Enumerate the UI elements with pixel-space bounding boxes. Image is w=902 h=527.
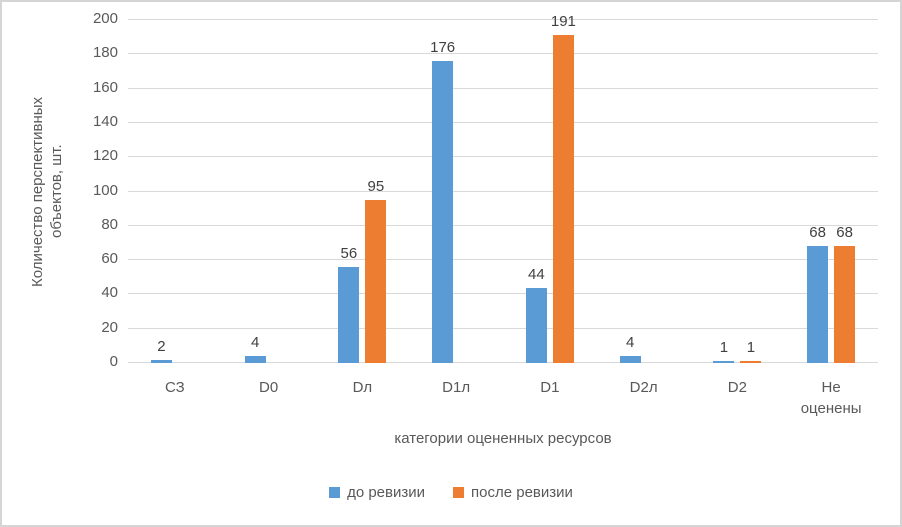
y-tick-label: 180 <box>92 44 118 62</box>
bar-value-label: 68 <box>809 224 826 242</box>
x-category-label: D2л <box>629 379 658 396</box>
legend: до ревизии после ревизии <box>2 484 900 501</box>
bar-after-revision <box>834 246 856 363</box>
bar-before-revision <box>150 359 172 363</box>
bar-before-revision <box>525 287 547 363</box>
gridline <box>128 259 878 261</box>
gridline <box>128 224 878 226</box>
bar-value-label: 1 <box>746 339 756 357</box>
y-tick-label: 140 <box>92 112 118 130</box>
legend-label-before-revision: до ревизии <box>347 484 426 501</box>
gridline <box>128 156 878 158</box>
bar-value-label: 191 <box>550 13 576 31</box>
bar-value-label: 4 <box>250 334 260 352</box>
x-category-label: Dл <box>352 379 373 396</box>
y-tick-label: 160 <box>92 78 118 96</box>
legend-label-after-revision: после ревизии <box>471 484 573 501</box>
gridline <box>128 293 878 295</box>
bar-value-label: 4 <box>625 334 635 352</box>
x-category-label: D0 <box>259 379 279 396</box>
gridline <box>128 87 878 89</box>
bar-before-revision <box>432 61 454 363</box>
gridline <box>128 362 878 363</box>
gridline <box>128 19 878 20</box>
x-category-label: Не оценены <box>800 379 862 417</box>
y-tick-label: 60 <box>101 250 118 268</box>
legend-item-after-revision: после ревизии <box>453 484 573 501</box>
gridline <box>128 121 878 123</box>
bar-value-label: 1 <box>719 339 729 357</box>
gridline <box>128 53 878 55</box>
y-tick-label: 20 <box>101 318 118 336</box>
bar-value-label: 2 <box>157 337 166 355</box>
y-axis-title: Количество перспективных объектов, шт. <box>29 96 65 287</box>
y-tick-label: 0 <box>109 353 118 370</box>
legend-item-before-revision: до ревизии <box>329 484 425 501</box>
plot-area: 0 20 40 60 80 100 120 140 160 180 200 2 СЗ 4 D0 56 95 Dл 1… <box>93 10 878 417</box>
x-category-label: D1 <box>540 379 560 396</box>
bar-value-label: 95 <box>367 178 385 196</box>
bar-after-revision <box>552 35 574 363</box>
gridline <box>128 327 878 329</box>
bar-after-revision <box>740 361 762 363</box>
x-category-label: D2 <box>727 379 747 396</box>
x-category-label: СЗ <box>165 379 185 396</box>
x-category-label: D1л <box>442 379 471 396</box>
y-tick-label: 200 <box>92 10 118 27</box>
bar-value-label: 44 <box>528 265 545 283</box>
bar-value-label: 56 <box>340 244 358 262</box>
bar-before-revision <box>244 356 266 363</box>
bar-before-revision <box>713 361 735 363</box>
bar-value-label: 176 <box>430 39 456 57</box>
bar-after-revision <box>365 200 387 363</box>
bar-before-revision <box>807 246 829 363</box>
bar-before-revision <box>338 266 360 363</box>
gridline <box>128 190 878 192</box>
y-tick-label: 120 <box>92 147 118 165</box>
bar-value-label: 68 <box>836 224 853 242</box>
x-axis-title: категории оцененных ресурсов <box>394 430 612 447</box>
y-tick-label: 80 <box>101 215 118 233</box>
legend-swatch-before-revision <box>329 487 341 498</box>
legend-swatch-after-revision <box>453 487 465 498</box>
y-tick-label: 40 <box>101 284 118 302</box>
y-tick-label: 100 <box>92 181 118 199</box>
bar-before-revision <box>619 356 641 363</box>
